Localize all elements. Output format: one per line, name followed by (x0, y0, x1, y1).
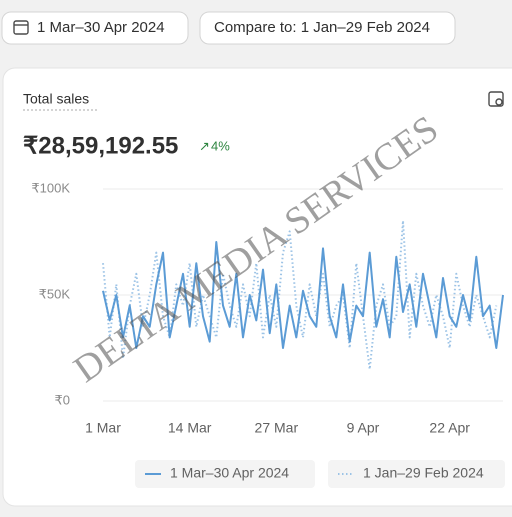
legend-box[interactable] (135, 460, 315, 488)
report-icon[interactable] (488, 91, 504, 107)
legend-label: 1 Jan–29 Feb 2024 (363, 465, 484, 481)
compare-button[interactable] (199, 11, 456, 45)
date-range: 1 Mar–30 Apr 2024 (37, 19, 165, 36)
y-tick-label: ₹100K (31, 180, 70, 195)
card-title: Total sales (23, 91, 89, 107)
y-tick-label: ₹0 (54, 392, 70, 407)
calendar-icon (13, 20, 29, 35)
compare-range: Compare to: 1 Jan–29 Feb 2024 (214, 19, 430, 36)
series-line (102, 241, 504, 349)
date-button[interactable] (1, 11, 189, 45)
plot: ₹0 ₹50K ₹100K 1 Mar 14 Mar 27 Mar 9 Apr 22 Apr (31, 180, 504, 436)
x-tick-label: 22 Apr (429, 420, 470, 436)
x-tick-label: 1 Mar (85, 420, 121, 436)
y-tick-label: ₹50K (39, 286, 71, 301)
series-line (102, 219, 498, 371)
change-value: 4% (211, 138, 230, 153)
card (2, 67, 512, 507)
x-tick-label: 14 Mar (168, 420, 212, 436)
change-arrow: ↗ (199, 138, 210, 153)
legend-label: 1 Mar–30 Apr 2024 (170, 465, 289, 481)
total-value: ₹28,59,192.55 (23, 132, 178, 159)
legend-box[interactable] (328, 460, 505, 488)
x-tick-label: 27 Mar (255, 420, 299, 436)
x-tick-label: 9 Apr (347, 420, 380, 436)
